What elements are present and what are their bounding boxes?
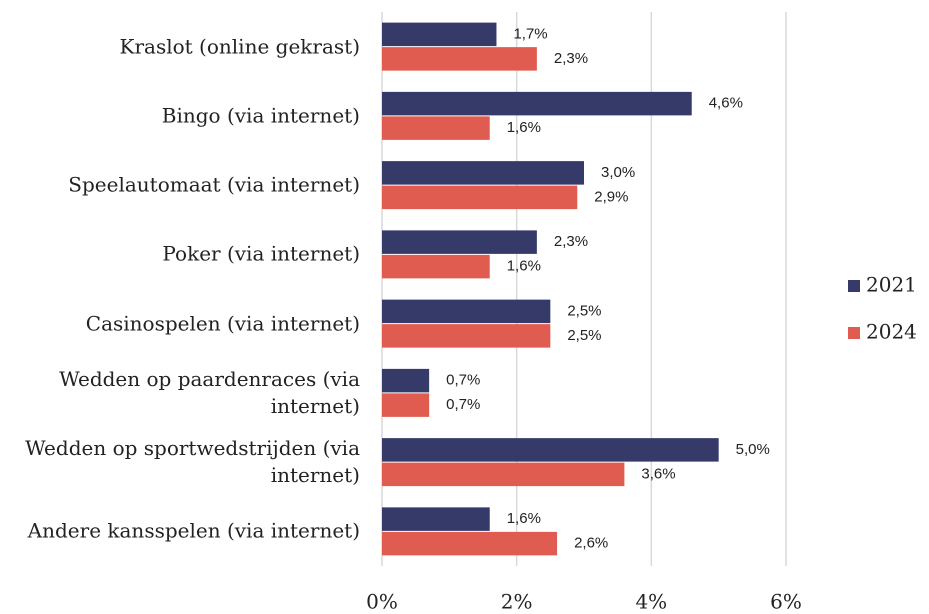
value-label: 2,5% [567,327,601,344]
value-label: 4,6% [709,95,743,112]
value-label: 3,6% [641,465,675,482]
category-label: Andere kansspelen (via internet) [27,518,360,543]
legend-label: 2024 [866,320,917,344]
category-label: Wedden op paardenraces (via internet) [59,366,360,418]
x-tick-label: 6% [770,590,802,614]
category-label: Kraslot (online gekrast) [119,34,360,59]
bar [382,438,719,462]
bar [382,324,551,348]
bar [382,230,537,254]
bar [382,299,551,324]
value-label: 3,0% [601,164,635,181]
value-label: 1,6% [507,119,541,136]
value-label: 1,7% [513,25,547,42]
bar [382,161,584,185]
bar [382,47,537,71]
category-label: Bingo (via internet) [161,103,360,128]
category-label: Poker (via internet) [162,241,360,266]
value-label: 2,3% [554,233,588,250]
x-tick-label: 2% [501,590,533,614]
bar [382,185,578,210]
value-label: 2,6% [574,535,608,552]
x-tick-label: 4% [635,590,667,614]
bar [382,507,490,531]
value-label: 2,3% [554,50,588,67]
bar [382,22,497,47]
value-label: 1,6% [507,258,541,275]
x-tick-label: 0% [366,590,398,614]
legend-swatch [848,327,860,339]
bar [382,393,430,417]
bar [382,116,490,140]
value-label: 1,6% [507,510,541,527]
category-label: Speelautomaat (via internet) [68,172,360,197]
value-label: 2,5% [567,302,601,319]
bar [382,91,692,116]
value-label: 0,7% [446,396,480,413]
value-label: 2,9% [594,188,628,205]
bar [382,368,430,393]
value-label: 0,7% [446,372,480,389]
bar [382,254,490,279]
legend-swatch [848,280,860,292]
category-label: Casinospelen (via internet) [85,311,360,336]
bar [382,531,558,556]
legend-label: 2021 [866,273,917,297]
category-label: Wedden op sportwedstrijden (via internet… [25,436,360,488]
bar [382,462,625,487]
value-label: 5,0% [736,441,770,458]
